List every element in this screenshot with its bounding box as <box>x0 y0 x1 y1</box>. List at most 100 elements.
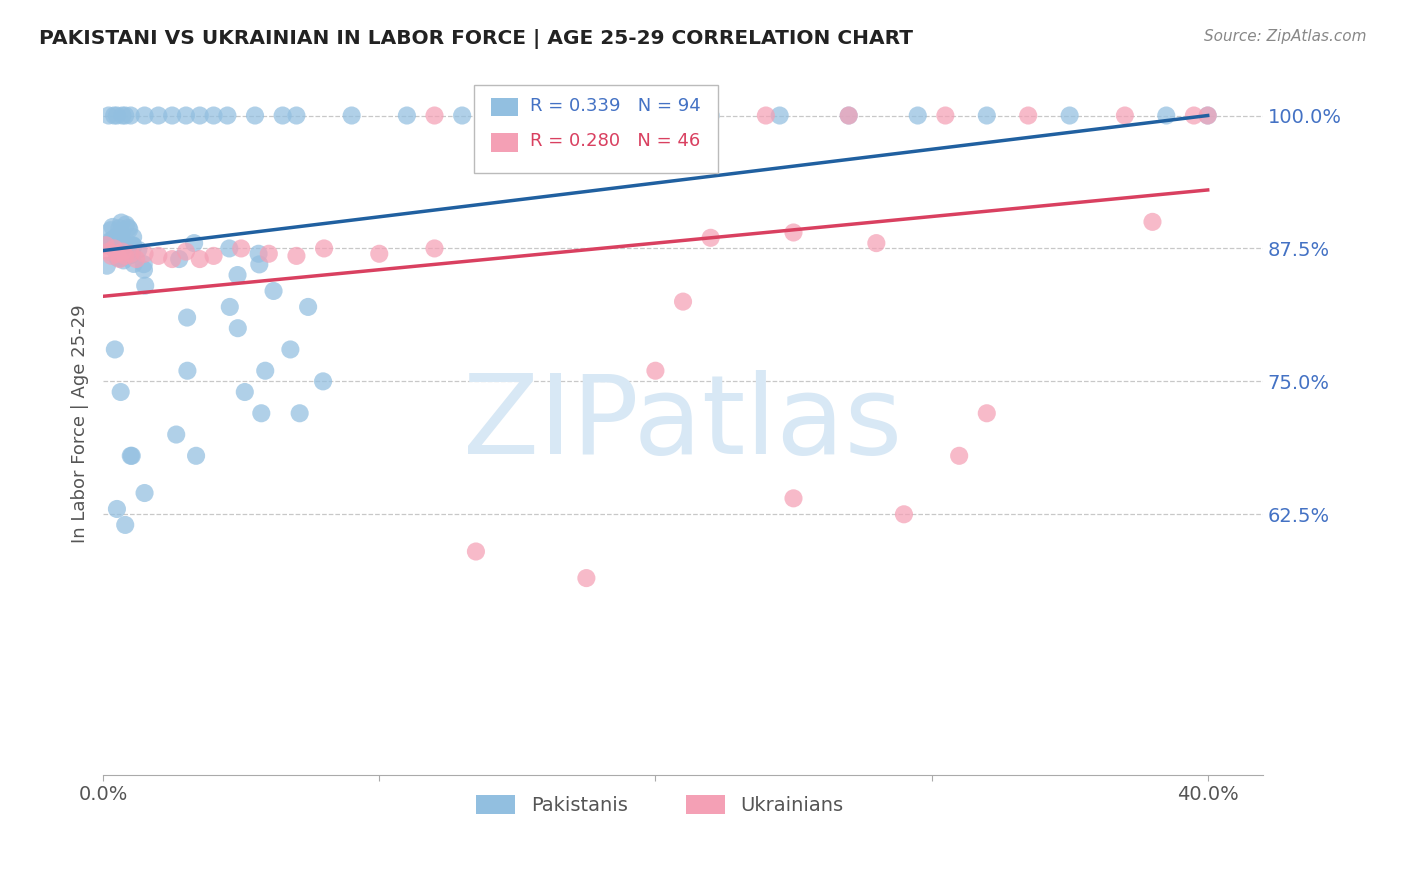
Point <box>226 321 249 335</box>
Point <box>423 109 446 123</box>
Point <box>174 109 197 123</box>
Point <box>121 247 143 261</box>
Point <box>125 252 148 266</box>
Point <box>672 109 695 123</box>
Bar <box>491 133 519 152</box>
Point <box>1197 109 1219 123</box>
Point <box>547 109 569 123</box>
Point <box>122 238 145 252</box>
Point <box>134 278 156 293</box>
Point <box>105 230 128 244</box>
Point <box>103 242 125 256</box>
Point <box>976 109 998 123</box>
Point <box>247 257 270 271</box>
Point <box>280 343 302 357</box>
Point <box>603 109 626 123</box>
Point <box>114 517 136 532</box>
Point <box>271 109 294 123</box>
Point <box>114 246 136 260</box>
Point <box>217 109 239 123</box>
Text: ZIPatlas: ZIPatlas <box>464 370 903 477</box>
Point <box>218 300 240 314</box>
Point <box>104 343 127 357</box>
Point <box>297 300 319 314</box>
Point <box>117 220 139 235</box>
Point <box>105 502 128 516</box>
Point <box>100 249 122 263</box>
Point <box>769 109 792 123</box>
Point <box>395 109 418 123</box>
Point <box>96 259 118 273</box>
Point <box>312 375 335 389</box>
Point <box>755 109 778 123</box>
Point <box>492 109 515 123</box>
Point <box>699 231 721 245</box>
Point <box>188 252 211 266</box>
Point <box>111 109 134 123</box>
Point <box>121 449 143 463</box>
Point <box>114 249 136 263</box>
Text: PAKISTANI VS UKRAINIAN IN LABOR FORCE | AGE 25-29 CORRELATION CHART: PAKISTANI VS UKRAINIAN IN LABOR FORCE | … <box>39 29 914 48</box>
Point <box>561 109 583 123</box>
Point <box>160 109 183 123</box>
Point <box>699 109 721 123</box>
Point <box>254 364 277 378</box>
Point <box>127 243 149 257</box>
Point <box>108 221 131 235</box>
Point <box>202 249 225 263</box>
Point <box>114 236 136 251</box>
Point <box>108 233 131 247</box>
Point <box>948 449 970 463</box>
Point <box>368 246 391 260</box>
Point <box>263 284 285 298</box>
Point <box>782 226 804 240</box>
Point <box>340 109 363 123</box>
Point <box>120 449 142 463</box>
Point <box>94 237 117 252</box>
Point <box>134 246 156 260</box>
Point <box>100 223 122 237</box>
Point <box>183 236 205 251</box>
Point <box>110 251 132 265</box>
Point <box>122 230 145 244</box>
Point <box>907 109 929 123</box>
Point <box>451 109 474 123</box>
Point <box>464 544 486 558</box>
Point <box>101 233 124 247</box>
Point <box>976 406 998 420</box>
Point <box>165 427 187 442</box>
Point <box>226 268 249 282</box>
Point <box>148 249 170 263</box>
Point <box>122 257 145 271</box>
Point <box>114 109 136 123</box>
Point <box>110 233 132 247</box>
Point <box>97 244 120 259</box>
Point <box>112 253 135 268</box>
Point <box>110 235 132 250</box>
Point <box>148 109 170 123</box>
Point <box>174 244 197 259</box>
Text: Source: ZipAtlas.com: Source: ZipAtlas.com <box>1204 29 1367 44</box>
Point <box>122 239 145 253</box>
Point <box>838 109 860 123</box>
Point <box>285 249 308 263</box>
Point <box>838 109 860 123</box>
Point <box>101 219 124 234</box>
Point <box>184 449 207 463</box>
Point <box>120 109 142 123</box>
Point <box>934 109 956 123</box>
Point <box>105 109 128 123</box>
Point <box>120 246 142 260</box>
Point <box>134 109 156 123</box>
Point <box>100 234 122 248</box>
Point <box>118 248 141 262</box>
FancyBboxPatch shape <box>474 85 718 173</box>
Point <box>312 242 335 256</box>
Point <box>1017 109 1039 123</box>
Point <box>285 109 308 123</box>
Point <box>176 310 198 325</box>
Point <box>672 294 695 309</box>
Point <box>233 384 256 399</box>
Point <box>105 246 128 260</box>
Point <box>110 226 132 240</box>
